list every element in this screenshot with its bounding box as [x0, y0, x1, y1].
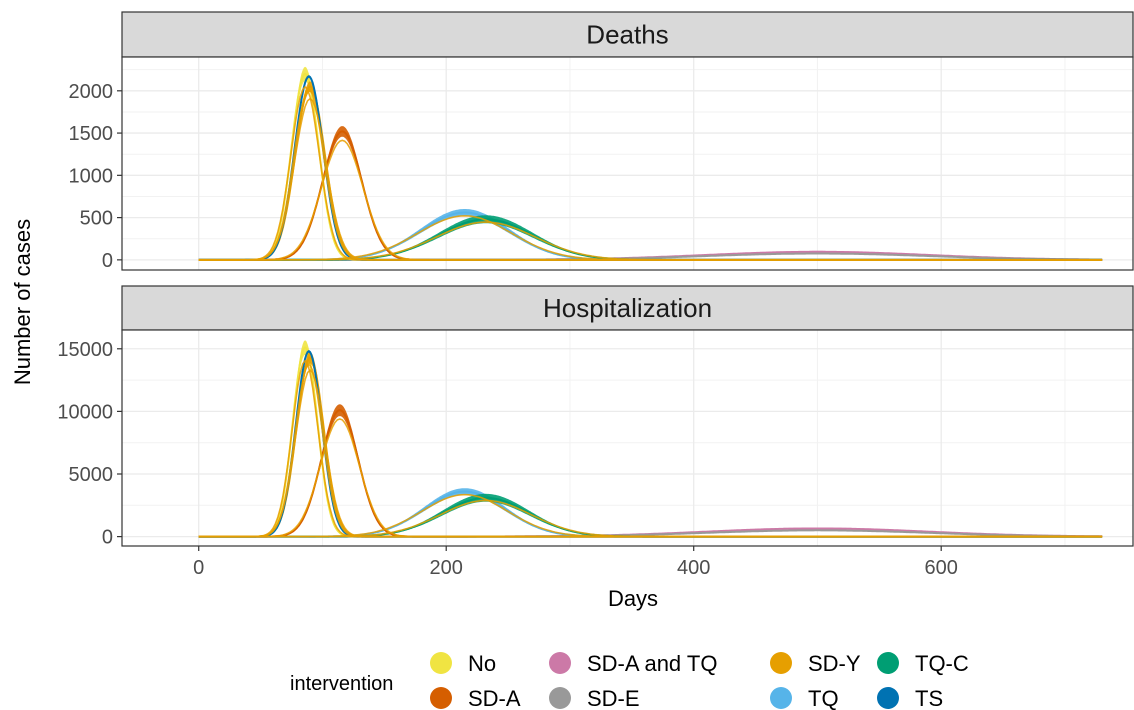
legend-key-tq-c	[877, 652, 899, 674]
strip-label: Hospitalization	[543, 293, 712, 323]
smoothed-line	[198, 89, 1103, 261]
legend-key-tq	[770, 687, 792, 709]
legend-title: intervention	[290, 673, 393, 695]
legend-label: SD-E	[587, 686, 640, 710]
legend-key-sd-y	[770, 652, 792, 674]
x-axis: 0 200 400 600	[193, 546, 958, 579]
legend: intervention No SD-A SD-A and TQ SD-E SD-Y TQ…	[290, 651, 969, 710]
x-tick-label: 400	[677, 557, 710, 579]
legend-label: TS	[915, 686, 943, 710]
legend-label: TQ-C	[915, 651, 969, 676]
y-tick-label: 0	[102, 250, 113, 272]
panel-border	[121, 329, 1134, 547]
panel-hospitalization: Hospitalization 0 5000 10000 15000	[57, 285, 1134, 549]
panel-deaths: Deaths 0 500 1000 1500 2000	[69, 11, 1134, 272]
legend-key-sd-a	[430, 687, 452, 709]
legend-label: SD-A	[468, 686, 521, 710]
x-axis-title: Days	[608, 586, 658, 611]
legend-key-sd-a-and-tq	[549, 652, 571, 674]
strip-label: Deaths	[586, 20, 668, 50]
y-tick-label: 1500	[69, 123, 114, 145]
y-tick-label: 5000	[69, 464, 114, 486]
strip-background	[121, 285, 1134, 331]
smoothed-line	[198, 364, 1103, 538]
y-tick-label: 1000	[69, 165, 114, 187]
x-tick-label: 0	[193, 557, 204, 579]
y-tick-label: 2000	[69, 81, 114, 103]
legend-label: No	[468, 651, 496, 676]
y-tick-label: 15000	[57, 339, 113, 361]
legend-key-sd-e	[549, 687, 571, 709]
x-tick-label: 200	[430, 557, 463, 579]
legend-label: TQ	[808, 686, 839, 710]
x-tick-label: 600	[925, 557, 958, 579]
legend-key-no	[430, 652, 452, 674]
panel-border	[121, 56, 1134, 271]
legend-key-ts	[877, 687, 899, 709]
y-tick-label: 0	[102, 527, 113, 549]
y-tick-label: 10000	[57, 401, 113, 423]
y-tick-label: 500	[80, 208, 113, 230]
legend-label: SD-A and TQ	[587, 651, 717, 676]
y-axis-title: Number of cases	[10, 219, 35, 385]
plot-background	[122, 57, 1133, 270]
plot-background	[122, 330, 1133, 546]
panels-layer: Deaths 0 500 1000 1500 2000 Hospitalization 0 50…	[57, 11, 1134, 549]
legend-label: SD-Y	[808, 651, 861, 676]
strip-background	[121, 11, 1134, 58]
